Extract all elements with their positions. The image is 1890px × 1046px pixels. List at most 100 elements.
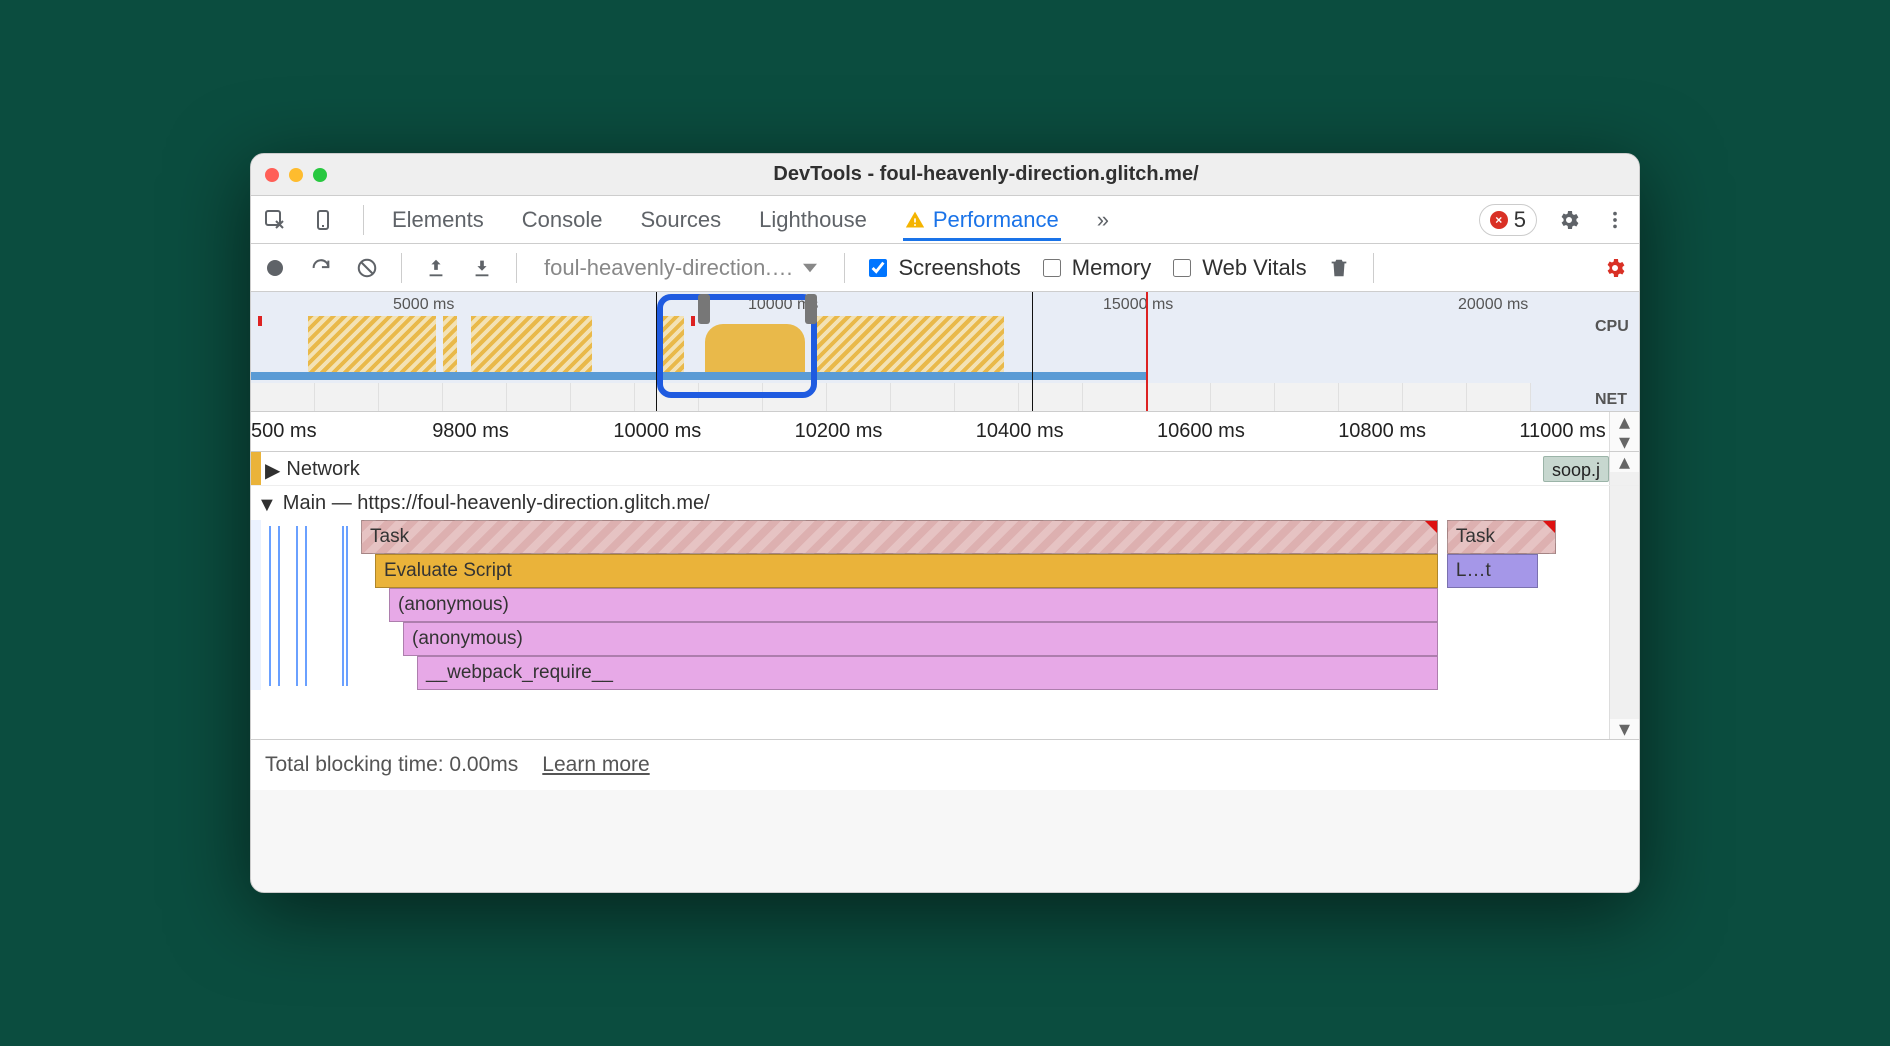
overview-marker	[656, 292, 657, 411]
screenshot-thumb[interactable]	[1467, 383, 1531, 411]
long-task-marker	[258, 316, 262, 326]
chk-label: Screenshots	[898, 255, 1020, 281]
flame-bar[interactable]: Task	[1447, 520, 1556, 554]
capture-settings-icon[interactable]	[1601, 254, 1629, 282]
ruler-tick: 10200 ms	[795, 420, 883, 443]
screenshot-thumb[interactable]	[507, 383, 571, 411]
screenshot-thumb[interactable]	[1083, 383, 1147, 411]
screenshot-thumb[interactable]	[251, 383, 315, 411]
track-main-title[interactable]: ▼ Main — https://foul-heavenly-direction…	[251, 486, 1639, 520]
device-toggle-icon[interactable]	[309, 206, 337, 234]
cpu-activity	[308, 316, 436, 372]
screenshot-thumb[interactable]	[443, 383, 507, 411]
selection-handle[interactable]	[805, 294, 817, 324]
cpu-activity	[812, 316, 1004, 372]
ruler-tick: 9800 ms	[432, 420, 509, 443]
scroll-down-icon[interactable]: ▾	[1610, 432, 1639, 452]
chk-screenshots-input[interactable]	[869, 259, 887, 277]
tab-performance[interactable]: Performance	[903, 199, 1061, 241]
screenshot-thumb[interactable]	[379, 383, 443, 411]
chk-webvitals[interactable]: Web Vitals	[1169, 255, 1306, 281]
screenshot-thumb[interactable]	[571, 383, 635, 411]
flame-bar[interactable]: L…t	[1447, 554, 1538, 588]
dropdown-label: foul-heavenly-direction.…	[544, 255, 793, 281]
trash-icon[interactable]	[1325, 254, 1353, 282]
selection-handle[interactable]	[698, 294, 710, 324]
settings-icon[interactable]	[1555, 206, 1583, 234]
chk-screenshots[interactable]: Screenshots	[865, 255, 1020, 281]
tabs-overflow[interactable]: »	[1095, 199, 1111, 241]
screenshot-thumb[interactable]	[891, 383, 955, 411]
cpu-activity	[443, 316, 457, 372]
screenshot-thumb[interactable]	[1147, 383, 1211, 411]
main-title-text: Main — https://foul-heavenly-direction.g…	[283, 492, 710, 515]
track-network[interactable]: ▶Network soop.j	[251, 452, 1639, 486]
overview-selection[interactable]	[657, 294, 817, 398]
flame-bar[interactable]: Evaluate Script	[375, 554, 1438, 588]
kebab-menu-icon[interactable]	[1601, 206, 1629, 234]
network-gutter	[251, 452, 261, 485]
scroll-down-icon[interactable]: ▾	[1610, 719, 1639, 739]
reload-icon[interactable]	[307, 254, 335, 282]
overview-cpu	[251, 316, 1599, 372]
screenshot-thumb[interactable]	[827, 383, 891, 411]
tab-sources[interactable]: Sources	[638, 199, 723, 241]
ruler-tick: 10400 ms	[976, 420, 1064, 443]
learn-more-link[interactable]: Learn more	[542, 753, 649, 777]
error-icon: ×	[1490, 211, 1508, 229]
flamechart-area[interactable]: ▴ ▾ ▶Network soop.j ▼ Main — https://fou…	[251, 452, 1639, 740]
flame-bar[interactable]: __webpack_require__	[417, 656, 1438, 690]
upload-icon[interactable]	[422, 254, 450, 282]
detail-ruler[interactable]: 500 ms9800 ms10000 ms10200 ms10400 ms106…	[251, 412, 1639, 452]
ruler-tick: 10600 ms	[1157, 420, 1245, 443]
screenshot-thumb[interactable]	[955, 383, 1019, 411]
profile-dropdown[interactable]: foul-heavenly-direction.…	[537, 254, 824, 282]
chevron-down-icon: ▼	[257, 494, 277, 517]
screenshot-thumb[interactable]	[315, 383, 379, 411]
truncated-icon	[1424, 520, 1438, 534]
inspect-icon[interactable]	[261, 206, 289, 234]
chk-memory-input[interactable]	[1043, 259, 1061, 277]
tab-console[interactable]: Console	[520, 199, 605, 241]
minimize-icon[interactable]	[289, 168, 303, 182]
flame-bar[interactable]: Task	[361, 520, 1438, 554]
overview-tick: 5000 ms	[393, 296, 454, 314]
close-icon[interactable]	[265, 168, 279, 182]
timeline-overview[interactable]: 5000 ms10000 ms15000 ms20000 ms CPU NET	[251, 292, 1639, 412]
download-icon[interactable]	[468, 254, 496, 282]
screenshot-thumb[interactable]	[1019, 383, 1083, 411]
error-count-pill[interactable]: × 5	[1479, 204, 1537, 236]
screenshot-thumb[interactable]	[1275, 383, 1339, 411]
divider	[844, 253, 845, 283]
ruler-tick: 11000 ms	[1519, 420, 1605, 443]
screenshot-thumb[interactable]	[1211, 383, 1275, 411]
overview-tick: 15000 ms	[1103, 296, 1173, 314]
clear-icon[interactable]	[353, 254, 381, 282]
titlebar: DevTools - foul-heavenly-direction.glitc…	[251, 154, 1639, 196]
maximize-icon[interactable]	[313, 168, 327, 182]
net-label: NET	[1595, 391, 1635, 409]
flame-bar[interactable]: (anonymous)	[403, 622, 1438, 656]
chk-webvitals-input[interactable]	[1173, 259, 1191, 277]
network-chip[interactable]: soop.j	[1543, 456, 1609, 482]
tab-list: Elements Console Sources Lighthouse Perf…	[390, 199, 1459, 241]
screenshot-thumb[interactable]	[1403, 383, 1467, 411]
tab-elements[interactable]: Elements	[390, 199, 486, 241]
main-flamechart[interactable]: TaskTaskEvaluate ScriptL…t(anonymous)(an…	[251, 520, 1639, 690]
ruler-tick: 500 ms	[251, 420, 317, 443]
record-icon[interactable]	[261, 254, 289, 282]
error-count: 5	[1514, 207, 1526, 233]
overview-right-labels: CPU NET	[1595, 318, 1635, 409]
screenshot-thumb[interactable]	[1339, 383, 1403, 411]
chevron-down-icon	[803, 261, 817, 275]
divider	[516, 253, 517, 283]
flame-bar[interactable]: (anonymous)	[389, 588, 1438, 622]
chk-memory[interactable]: Memory	[1039, 255, 1151, 281]
devtools-window: DevTools - foul-heavenly-direction.glitc…	[250, 153, 1640, 893]
tab-label: Performance	[933, 207, 1059, 233]
h-scrollbar[interactable]: ▴ ▾	[1609, 412, 1639, 451]
divider	[1373, 253, 1374, 283]
tab-lighthouse[interactable]: Lighthouse	[757, 199, 869, 241]
overview-screenshots	[251, 383, 1599, 411]
devtools-tabstrip: Elements Console Sources Lighthouse Perf…	[251, 196, 1639, 244]
